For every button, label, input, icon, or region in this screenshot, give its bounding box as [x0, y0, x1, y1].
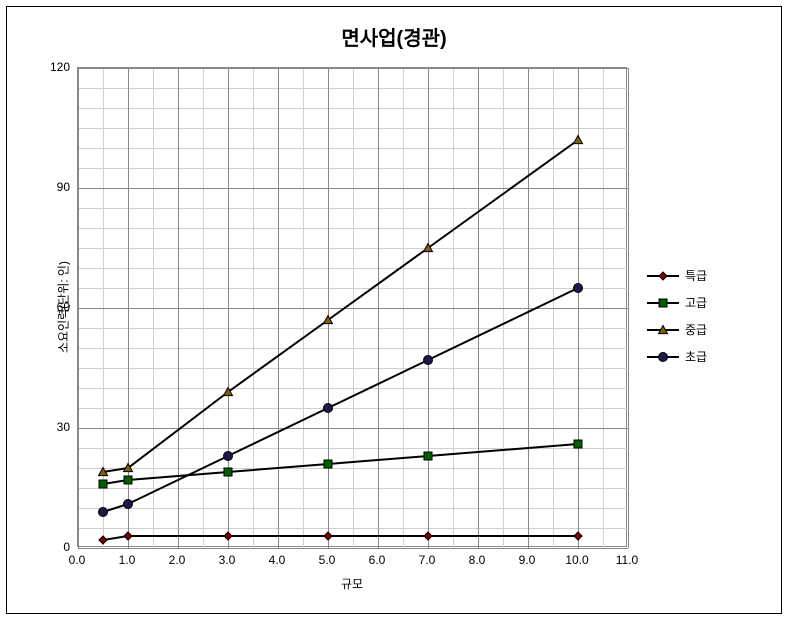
x-tick-label: 4.0 — [269, 553, 286, 567]
series-marker — [574, 440, 582, 448]
series-marker — [224, 468, 232, 476]
legend-item: 고급 — [647, 294, 707, 311]
series-marker — [324, 460, 332, 468]
series-line — [103, 444, 578, 484]
series-marker — [124, 532, 132, 540]
legend: 특급고급중급초급 — [647, 267, 707, 375]
plot-area — [77, 67, 627, 547]
y-tick-label: 0 — [42, 540, 70, 554]
legend-marker-icon — [647, 350, 679, 364]
series-marker — [124, 500, 133, 509]
legend-marker-icon — [647, 269, 679, 283]
chart-title: 면사업(경관) — [7, 22, 781, 51]
x-tick-label: 11.0 — [616, 553, 638, 567]
x-tick-label: 0.0 — [69, 553, 86, 567]
series-line — [103, 288, 578, 512]
x-tick-label: 5.0 — [319, 553, 336, 567]
series-marker — [224, 452, 233, 461]
y-tick-label: 90 — [42, 180, 70, 194]
x-tick-label: 7.0 — [419, 553, 436, 567]
x-tick-label: 10.0 — [565, 553, 588, 567]
series-marker — [324, 532, 332, 540]
legend-item: 중급 — [647, 321, 707, 338]
legend-marker-icon — [647, 323, 679, 337]
x-tick-label: 8.0 — [469, 553, 486, 567]
series-marker — [99, 536, 107, 544]
y-tick-label: 60 — [42, 300, 70, 314]
x-tick-label: 9.0 — [519, 553, 536, 567]
legend-item: 특급 — [647, 267, 707, 284]
legend-item: 초급 — [647, 348, 707, 365]
series-marker — [224, 532, 232, 540]
x-tick-label: 3.0 — [219, 553, 236, 567]
series-line — [103, 140, 578, 472]
series-line — [103, 536, 578, 540]
series-svg — [78, 68, 628, 548]
series-marker — [124, 476, 132, 484]
legend-marker-icon — [647, 296, 679, 310]
y-tick-label: 30 — [42, 420, 70, 434]
series-marker — [424, 356, 433, 365]
legend-label: 고급 — [685, 294, 707, 311]
x-tick-label: 1.0 — [119, 553, 136, 567]
series-marker — [424, 532, 432, 540]
y-tick-label: 120 — [42, 60, 70, 74]
x-tick-label: 6.0 — [369, 553, 386, 567]
x-tick-label: 2.0 — [169, 553, 186, 567]
legend-label: 중급 — [685, 321, 707, 338]
legend-label: 특급 — [685, 267, 707, 284]
legend-label: 초급 — [685, 348, 707, 365]
series-marker — [574, 136, 583, 144]
series-marker — [574, 284, 583, 293]
series-marker — [99, 480, 107, 488]
series-marker — [574, 532, 582, 540]
series-marker — [99, 508, 108, 517]
x-axis-label: 규모 — [77, 575, 627, 592]
chart-container: 면사업(경관) 소요인력(단위: 인) 규모 특급고급중급초급 0.01.02.… — [6, 6, 782, 614]
series-marker — [324, 404, 333, 413]
series-marker — [424, 452, 432, 460]
